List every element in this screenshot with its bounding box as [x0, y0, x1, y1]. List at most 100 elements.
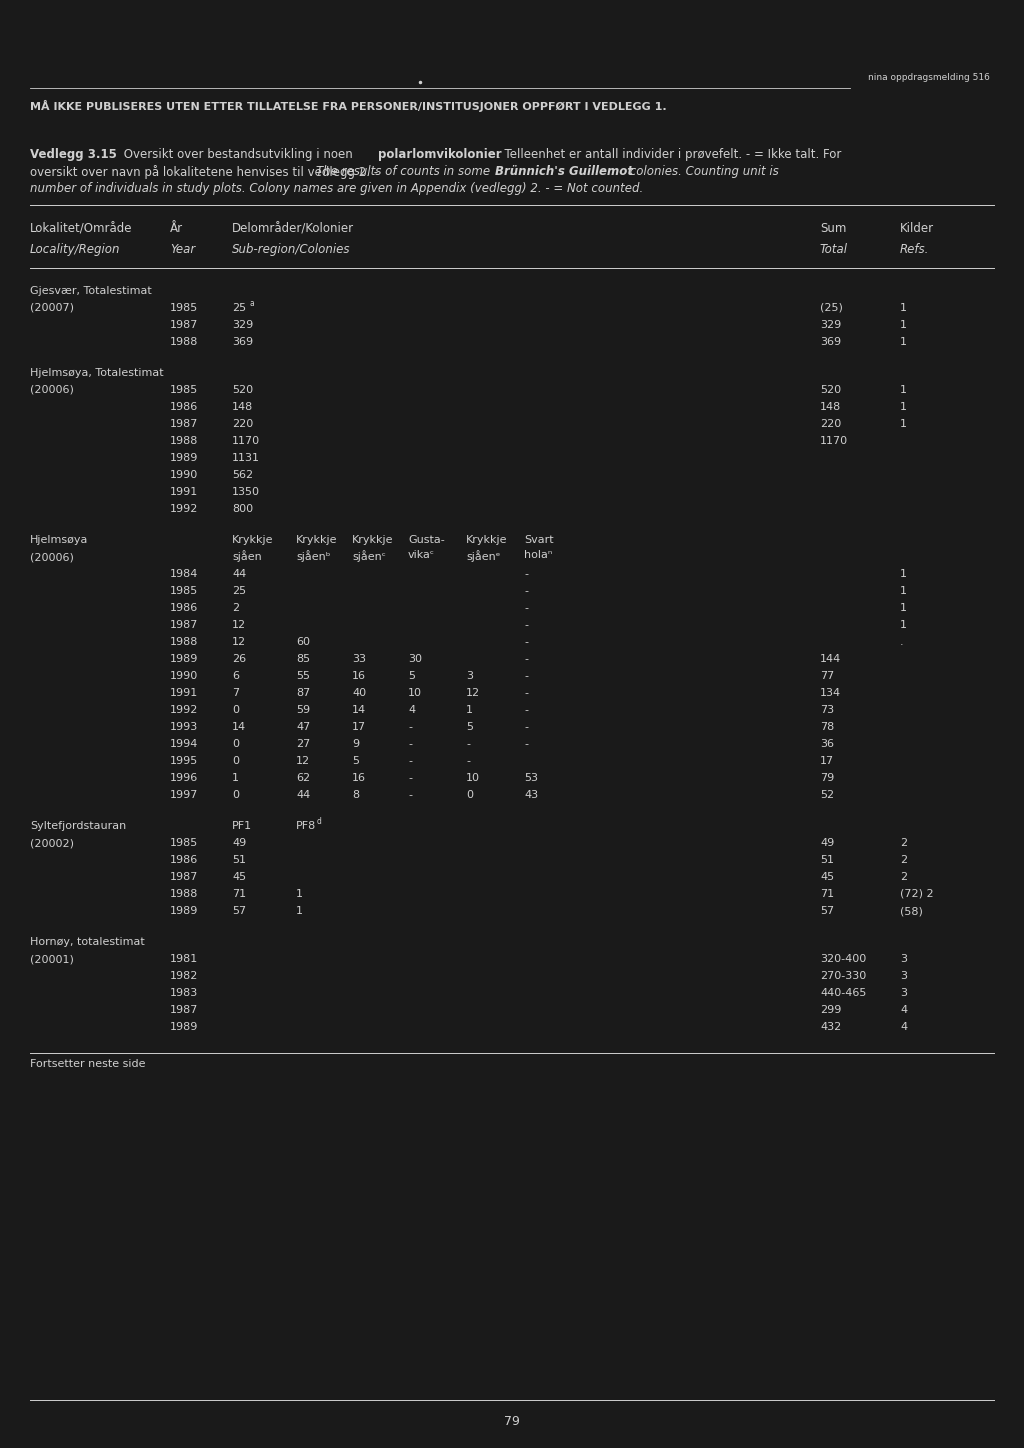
Text: 1170: 1170 — [232, 436, 260, 446]
Text: holaⁿ: holaⁿ — [524, 550, 552, 560]
Text: 1: 1 — [900, 602, 907, 613]
Text: 1: 1 — [466, 705, 473, 715]
Text: 43: 43 — [524, 791, 539, 799]
Text: 0: 0 — [232, 705, 239, 715]
Text: 1989: 1989 — [170, 654, 199, 665]
Text: 1: 1 — [900, 337, 907, 348]
Text: 148: 148 — [820, 403, 842, 413]
Text: 1986: 1986 — [170, 854, 199, 864]
Text: 1987: 1987 — [170, 418, 199, 429]
Text: PF8: PF8 — [296, 821, 316, 831]
Text: 71: 71 — [820, 889, 835, 899]
Text: 1984: 1984 — [170, 569, 199, 579]
Text: . Telleenhet er antall individer i prøvefelt. - = Ikke talt. For: . Telleenhet er antall individer i prøve… — [497, 148, 842, 161]
Text: 1: 1 — [900, 586, 907, 597]
Text: Locality/Region: Locality/Region — [30, 243, 121, 256]
Text: -: - — [524, 586, 528, 597]
Text: (25): (25) — [820, 303, 843, 313]
Text: 369: 369 — [232, 337, 253, 348]
Text: sjåenᵇ: sjåenᵇ — [296, 550, 331, 562]
Text: 148: 148 — [232, 403, 253, 413]
Text: oversikt over navn på lokalitetene henvises til vedlegg 2. -: oversikt over navn på lokalitetene henvi… — [30, 165, 382, 180]
Text: 12: 12 — [466, 688, 480, 698]
Text: 0: 0 — [232, 791, 239, 799]
Text: 1993: 1993 — [170, 723, 199, 733]
Text: 1170: 1170 — [820, 436, 848, 446]
Text: 1: 1 — [900, 320, 907, 330]
Text: 52: 52 — [820, 791, 835, 799]
Text: 3: 3 — [900, 972, 907, 980]
Text: 299: 299 — [820, 1005, 842, 1015]
Text: (72) 2: (72) 2 — [900, 889, 934, 899]
Text: 1987: 1987 — [170, 320, 199, 330]
Text: 40: 40 — [352, 688, 367, 698]
Text: 25: 25 — [232, 586, 246, 597]
Text: The results of counts in some: The results of counts in some — [316, 165, 494, 178]
Text: 36: 36 — [820, 738, 834, 749]
Text: Svart: Svart — [524, 534, 554, 544]
Text: 5: 5 — [352, 756, 359, 766]
Text: 10: 10 — [466, 773, 480, 783]
Text: 1: 1 — [296, 889, 303, 899]
Text: 62: 62 — [296, 773, 310, 783]
Text: Vedlegg 3.15: Vedlegg 3.15 — [30, 148, 117, 161]
Text: 85: 85 — [296, 654, 310, 665]
Text: 1989: 1989 — [170, 453, 199, 463]
Text: 73: 73 — [820, 705, 835, 715]
Text: 329: 329 — [232, 320, 253, 330]
Text: 49: 49 — [820, 838, 835, 849]
Text: sjåenᶜ: sjåenᶜ — [352, 550, 386, 562]
Text: 8: 8 — [352, 791, 359, 799]
Text: Delområder/Kolonier: Delområder/Kolonier — [232, 222, 354, 235]
Text: 7: 7 — [232, 688, 240, 698]
Text: 1131: 1131 — [232, 453, 260, 463]
Text: 78: 78 — [820, 723, 835, 733]
Text: 47: 47 — [296, 723, 310, 733]
Text: 16: 16 — [352, 670, 366, 681]
Text: -: - — [466, 738, 470, 749]
Text: 134: 134 — [820, 688, 841, 698]
Text: (20007): (20007) — [30, 303, 74, 313]
Text: 57: 57 — [820, 906, 835, 917]
Text: 0: 0 — [466, 791, 473, 799]
Text: 800: 800 — [232, 504, 253, 514]
Text: 44: 44 — [232, 569, 246, 579]
Text: 1994: 1994 — [170, 738, 199, 749]
Text: Hjelmsøya, Totalestimat: Hjelmsøya, Totalestimat — [30, 368, 164, 378]
Text: Syltefjordstauran: Syltefjordstauran — [30, 821, 126, 831]
Text: -: - — [524, 569, 528, 579]
Text: d: d — [317, 817, 322, 825]
Text: polarlomvikolonier: polarlomvikolonier — [378, 148, 502, 161]
Text: 26: 26 — [232, 654, 246, 665]
Text: 2: 2 — [900, 854, 907, 864]
Text: -: - — [524, 670, 528, 681]
Text: 14: 14 — [232, 723, 246, 733]
Text: 520: 520 — [232, 385, 253, 395]
Text: 329: 329 — [820, 320, 842, 330]
Text: -: - — [524, 620, 528, 630]
Text: 4: 4 — [900, 1005, 907, 1015]
Text: 1: 1 — [232, 773, 239, 783]
Text: 1982: 1982 — [170, 972, 199, 980]
Text: 4: 4 — [900, 1022, 907, 1032]
Text: 1985: 1985 — [170, 838, 199, 849]
Text: (20006): (20006) — [30, 385, 74, 395]
Text: -: - — [408, 723, 412, 733]
Text: 1996: 1996 — [170, 773, 199, 783]
Text: 320-400: 320-400 — [820, 954, 866, 964]
Text: PF1: PF1 — [232, 821, 252, 831]
Text: 220: 220 — [232, 418, 253, 429]
Text: -: - — [408, 791, 412, 799]
Text: 5: 5 — [466, 723, 473, 733]
Text: 1985: 1985 — [170, 586, 199, 597]
Text: -: - — [524, 654, 528, 665]
Text: 1: 1 — [900, 403, 907, 413]
Text: nina oppdragsmelding 516: nina oppdragsmelding 516 — [868, 72, 990, 83]
Text: Fortsetter neste side: Fortsetter neste side — [30, 1058, 145, 1069]
Text: 12: 12 — [232, 637, 246, 647]
Text: Refs.: Refs. — [900, 243, 930, 256]
Text: 10: 10 — [408, 688, 422, 698]
Text: 3: 3 — [900, 988, 907, 998]
Text: 12: 12 — [232, 620, 246, 630]
Text: 5: 5 — [408, 670, 415, 681]
